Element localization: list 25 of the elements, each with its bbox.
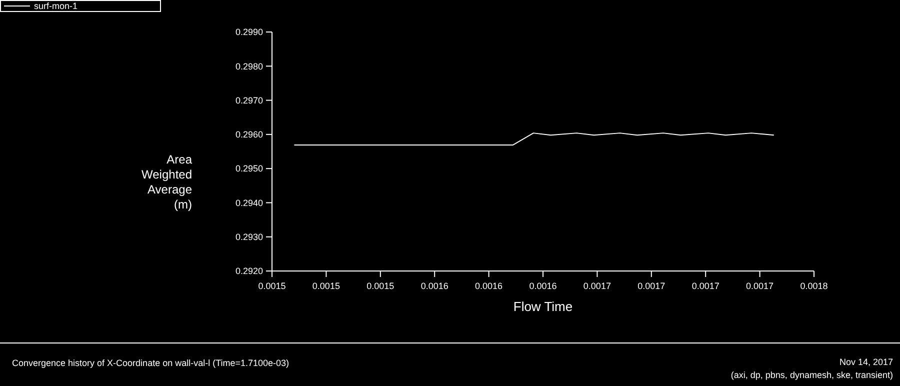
legend-label: surf-mon-1 [34, 1, 78, 12]
x-tick-label: 0.0017 [583, 281, 611, 291]
x-tick-label: 0.0017 [746, 281, 774, 291]
y-tick-label: 0.2980 [235, 61, 263, 72]
x-tick-label: 0.0015 [258, 281, 286, 291]
x-tick-label: 0.0016 [420, 281, 448, 291]
x-axis-title: Flow Time [513, 299, 573, 314]
text: Convergence history of X-Coordinate on wall-val-l (Time=1.7100e-03) [12, 358, 290, 368]
x-tick-label: 0.0016 [529, 281, 557, 291]
x-tick-label: 0.0016 [475, 281, 503, 291]
x-tick-label: 0.0017 [692, 281, 720, 291]
y-tick-label: 0.2920 [235, 266, 263, 276]
y-tick-label: 0.2930 [235, 232, 263, 242]
y-tick-label: 0.2990 [235, 27, 263, 38]
y-axis-title: Area Weighted Average (m) [142, 152, 192, 212]
x-tick-label: 0.0015 [366, 281, 394, 291]
text: Nov 14, 2017 [839, 357, 893, 367]
y-tick-label: 0.2960 [235, 130, 263, 140]
x-tick-label: 0.0018 [800, 281, 828, 291]
text: (axi, dp, pbns, dynamesh, ske, transient) [730, 370, 893, 380]
x-tick-label: 0.0017 [638, 281, 666, 291]
y-tick-label: 0.2950 [235, 164, 263, 174]
y-tick-label: 0.2970 [235, 95, 263, 106]
y-tick-label: 0.2940 [235, 198, 263, 208]
x-tick-label: 0.0015 [312, 281, 340, 291]
